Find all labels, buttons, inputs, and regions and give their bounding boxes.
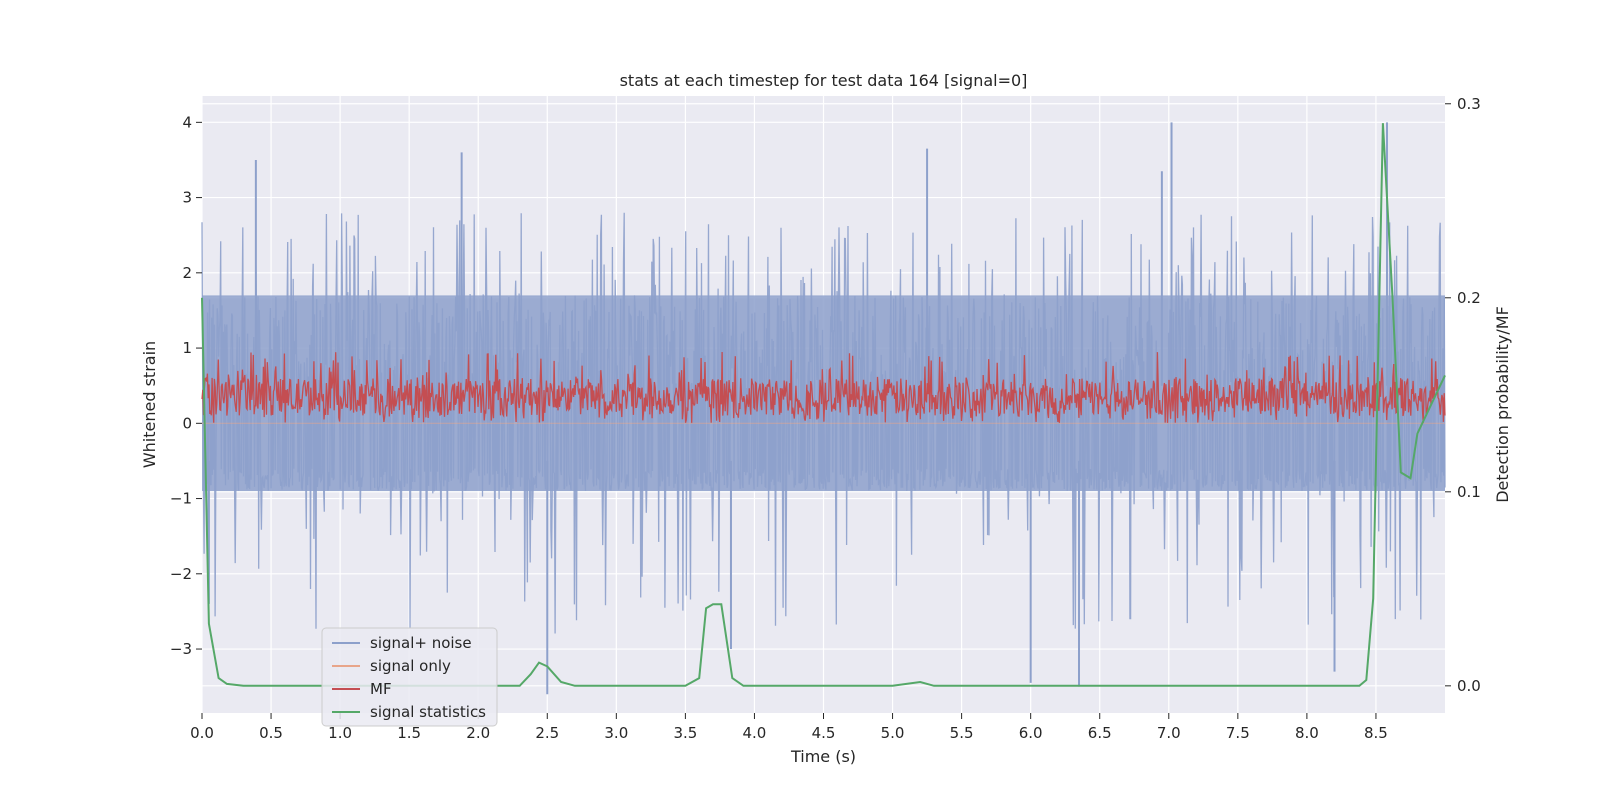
mf-line: [201, 351, 1446, 424]
x-tick-label: 8.5: [1364, 724, 1388, 742]
y-tick-label: 4: [182, 113, 192, 131]
x-tick-label: 7.5: [1226, 724, 1250, 742]
y-tick-label: 1: [182, 339, 192, 357]
x-tick-label: 7.0: [1157, 724, 1181, 742]
axes: 0.0 0.5 1.0 1.5 2.0 2.5 3.0 3.5 4.0 4.5 5.0 5.5 6.0 6…: [170, 95, 1481, 742]
y2-tick-label: 0.0: [1457, 677, 1481, 695]
x-tick-label: 1.5: [397, 724, 421, 742]
legend-label: signal statistics: [370, 703, 486, 721]
x-tick-label: 3.0: [604, 724, 628, 742]
y-tick-label: −1: [170, 490, 192, 508]
y-axis-label: Whitened strain: [140, 341, 159, 468]
legend-label: MF: [370, 680, 392, 698]
x-tick-label: 6.0: [1019, 724, 1043, 742]
x-tick-label: 4.5: [812, 724, 836, 742]
y2-axis-label: Detection probability/MF: [1493, 306, 1512, 503]
x-tick-label: 2.0: [466, 724, 490, 742]
legend-box: [321, 627, 498, 727]
y-tick-label: −2: [170, 565, 192, 583]
x-tick-label: 5.0: [881, 724, 905, 742]
x-tick-label: 2.5: [535, 724, 559, 742]
series-mf: [201, 351, 1446, 424]
y2-tick-label: 0.2: [1457, 289, 1481, 307]
x-tick-label: 8.0: [1295, 724, 1319, 742]
legend: signal+ noise signal only MF signal statist…: [321, 627, 498, 727]
x-tick-label: 1.0: [328, 724, 352, 742]
x-tick-label: 4.0: [743, 724, 767, 742]
x-tick-label: 6.5: [1088, 724, 1112, 742]
x-tick-label: 0.5: [259, 724, 283, 742]
x-tick-label: 0.0: [190, 724, 214, 742]
y2-tick-label: 0.3: [1457, 95, 1481, 113]
x-axis-label: Time (s): [790, 747, 856, 766]
y-tick-label: 2: [182, 264, 192, 282]
y2-tick-label: 0.1: [1457, 483, 1481, 501]
x-tick-label: 3.5: [673, 724, 697, 742]
chart-title: stats at each timestep for test data 164…: [620, 71, 1028, 90]
legend-label: signal only: [370, 657, 451, 675]
y-tick-label: 0: [182, 414, 192, 432]
x-tick-label: 5.5: [950, 724, 974, 742]
y-tick-label: −3: [170, 640, 192, 658]
legend-label: signal+ noise: [370, 634, 472, 652]
y-tick-label: 3: [182, 189, 192, 207]
